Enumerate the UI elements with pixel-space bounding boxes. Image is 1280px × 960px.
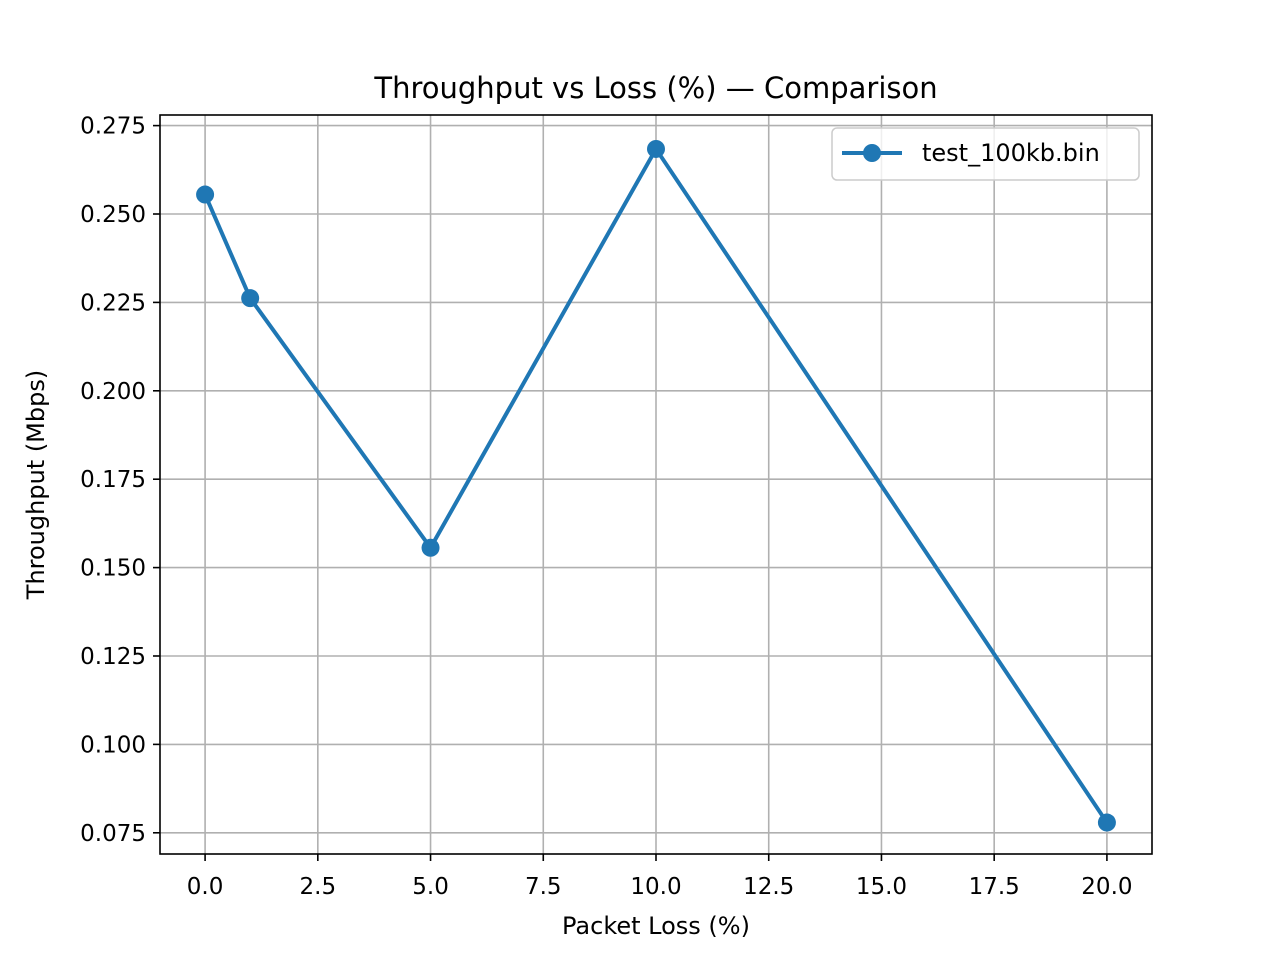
x-axis-label: Packet Loss (%)	[562, 912, 750, 940]
x-tick-label: 5.0	[412, 874, 449, 900]
x-tick-label: 10.0	[630, 874, 681, 900]
legend-entry-label: test_100kb.bin	[922, 139, 1100, 167]
x-tick-label: 15.0	[856, 874, 907, 900]
data-point	[241, 289, 260, 308]
data-point	[196, 185, 215, 204]
y-axis-label: Throughput (Mbps)	[22, 370, 50, 600]
legend-marker-sample	[863, 144, 881, 162]
y-tick-label: 0.200	[80, 379, 146, 405]
data-point	[1097, 813, 1116, 832]
x-tick-label: 2.5	[300, 874, 337, 900]
x-tick-label: 0.0	[187, 874, 224, 900]
y-tick-label: 0.100	[80, 732, 146, 758]
chart-title: Throughput vs Loss (%) — Comparison	[373, 71, 937, 105]
x-tick-label: 20.0	[1081, 874, 1132, 900]
series-layer	[196, 139, 1116, 832]
y-tick-label: 0.175	[80, 467, 146, 493]
y-tick-label: 0.150	[80, 556, 146, 582]
x-tick-label: 7.5	[525, 874, 562, 900]
x-tick-label: 17.5	[969, 874, 1020, 900]
y-tick-label: 0.275	[80, 114, 146, 140]
legend: test_100kb.bin	[831, 127, 1140, 181]
data-point	[647, 139, 665, 158]
grid	[160, 115, 1152, 854]
y-tick-label: 0.075	[80, 821, 146, 847]
data-point	[421, 538, 440, 557]
y-tick-label: 0.125	[80, 644, 146, 670]
tick-layer: 0.0 2.5 5.0 7.5 10.0 12.5 15.0 17.5 20.0 0.075 0.1…	[80, 114, 1132, 900]
y-tick-label: 0.250	[80, 202, 146, 228]
x-tick-label: 12.5	[743, 874, 794, 900]
legend-box	[831, 127, 1140, 181]
y-tick-label: 0.225	[80, 290, 146, 316]
